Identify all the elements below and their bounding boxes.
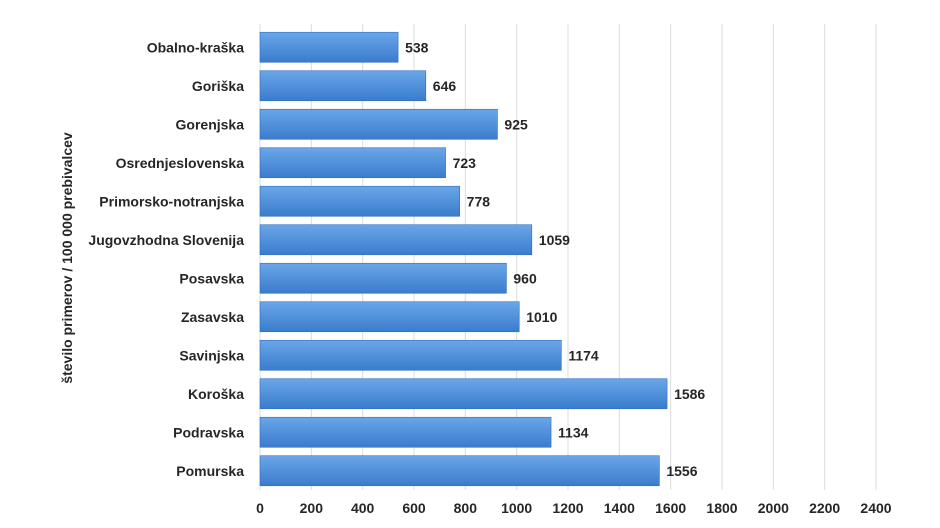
category-label-11: Pomurska	[176, 463, 244, 479]
bar-0	[259, 31, 399, 63]
category-label-5: Jugovzhodna Slovenija	[88, 232, 244, 248]
bars	[259, 31, 668, 487]
data-label-9: 1586	[674, 386, 705, 402]
bar-1	[259, 70, 427, 102]
category-label-8: Savinjska	[179, 347, 244, 363]
x-tick-label-400: 400	[351, 500, 375, 516]
data-label-7: 1010	[526, 309, 557, 325]
bar-9	[259, 378, 668, 410]
category-label-2: Gorenjska	[176, 116, 245, 132]
x-tick-label-1400: 1400	[604, 500, 635, 516]
category-label-4: Primorsko-notranjska	[99, 193, 244, 209]
category-label-6: Posavska	[179, 270, 244, 286]
x-tick-label-2200: 2200	[809, 500, 840, 516]
x-tick-label-0: 0	[256, 500, 264, 516]
data-label-8: 1174	[568, 347, 599, 363]
bar-7	[259, 301, 520, 333]
category-label-9: Koroška	[188, 386, 244, 402]
data-label-6: 960	[513, 270, 537, 286]
category-label-7: Zasavska	[181, 309, 244, 325]
data-label-10: 1134	[558, 424, 589, 440]
data-label-0: 538	[405, 39, 429, 55]
x-tick-label-2400: 2400	[860, 500, 891, 516]
bar-11	[259, 455, 660, 487]
x-tick-label-800: 800	[454, 500, 478, 516]
data-label-4: 778	[467, 193, 491, 209]
y-axis-title: število primerov / 100 000 prebivalcev	[59, 132, 75, 384]
bar-8	[259, 339, 562, 371]
bar-3	[259, 147, 446, 179]
x-tick-label-1000: 1000	[501, 500, 532, 516]
data-label-5: 1059	[539, 232, 570, 248]
x-axis-tick-labels: 0 200 400 600 800 1000 1200 1400 1600 1800 2000 220…	[256, 500, 892, 516]
data-label-11: 1556	[666, 463, 697, 479]
bar-6	[259, 262, 507, 294]
x-tick-label-1200: 1200	[552, 500, 583, 516]
bar-5	[259, 224, 533, 256]
data-label-3: 723	[453, 155, 477, 171]
x-tick-label-1800: 1800	[706, 500, 737, 516]
bar-4	[259, 185, 460, 217]
bar-10	[259, 416, 552, 448]
category-label-1: Goriška	[192, 78, 244, 94]
data-label-2: 925	[504, 116, 528, 132]
category-label-3: Osrednjeslovenska	[116, 155, 245, 171]
x-tick-label-2000: 2000	[758, 500, 789, 516]
x-tick-label-600: 600	[402, 500, 426, 516]
gridlines	[259, 24, 877, 490]
x-tick-label-200: 200	[300, 500, 324, 516]
category-labels: Obalno-kraška Goriška Gorenjska Osrednjeslo…	[88, 39, 244, 479]
category-label-0: Obalno-kraška	[147, 39, 244, 55]
data-labels: 538 646 925 723 778 1059 960 1010 1174 1586 1134 15…	[405, 39, 705, 479]
bar-2	[259, 108, 498, 140]
category-label-10: Podravska	[173, 424, 244, 440]
x-tick-label-1600: 1600	[655, 500, 686, 516]
data-label-1: 646	[433, 78, 457, 94]
